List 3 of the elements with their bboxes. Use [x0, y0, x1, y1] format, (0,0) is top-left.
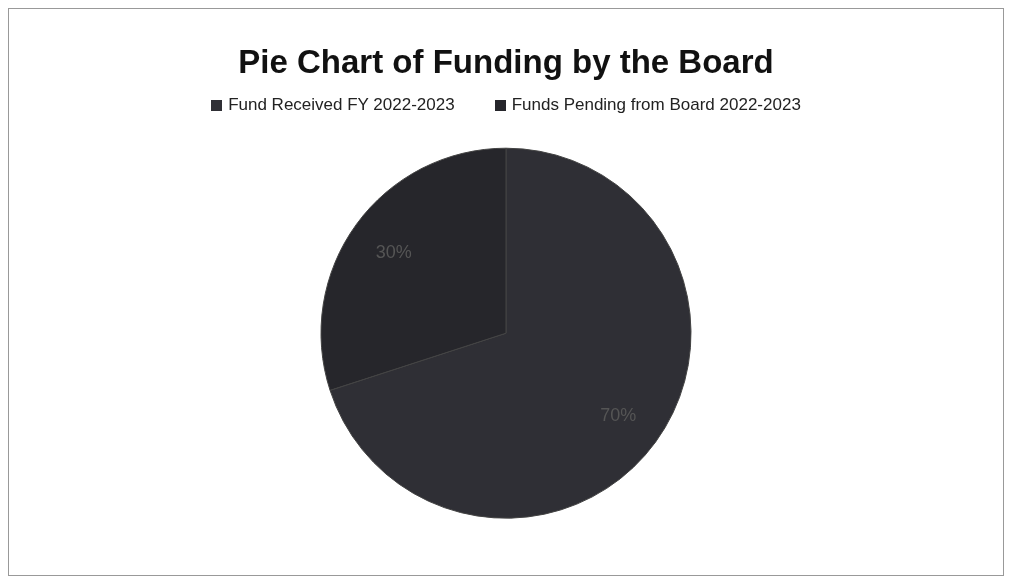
legend-label: Fund Received FY 2022-2023 [227, 95, 455, 115]
chart-title: Pie Chart of Funding by the Board [237, 43, 775, 81]
legend-label: Funds Pending from Board 2022-2023 [510, 95, 801, 115]
